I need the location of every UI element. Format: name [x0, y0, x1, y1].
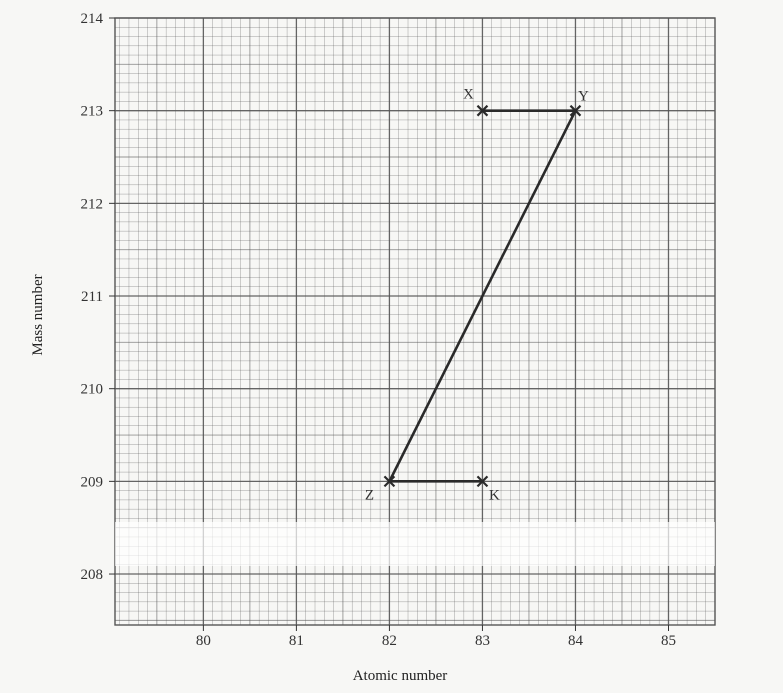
point-marker-K: [476, 475, 489, 488]
y-tick-label: 212: [81, 196, 104, 212]
y-axis-label: Mass number: [30, 274, 46, 355]
y-tick-label: 211: [81, 289, 103, 305]
point-label-Z: Z: [365, 487, 374, 503]
x-tick-label: 83: [475, 633, 490, 649]
point-label-X: X: [463, 87, 474, 103]
x-tick-label: 85: [661, 633, 676, 649]
data-marks: X Y Z K: [365, 87, 589, 504]
x-axis-label: Atomic number: [353, 668, 448, 684]
x-tick-label: 81: [289, 633, 304, 649]
x-tick-label: 84: [568, 633, 584, 649]
point-label-K: K: [489, 487, 500, 503]
y-tick-label: 213: [81, 104, 104, 120]
y-tick-label: 209: [81, 474, 104, 490]
x-tick-label: 82: [382, 633, 397, 649]
point-marker-X: [476, 104, 489, 117]
y-tick-label: 210: [81, 382, 104, 398]
segment-Y-Z: [388, 110, 577, 482]
point-label-Y: Y: [578, 89, 589, 105]
y-tick-label: 214: [81, 11, 104, 27]
point-marker-Y: [569, 104, 582, 117]
watermark-band: [115, 522, 715, 566]
point-marker-Z: [383, 475, 396, 488]
x-tick-label: 80: [196, 633, 211, 649]
y-tick-label: 208: [81, 567, 104, 583]
tick-labels: 80 81 82 83 84 85 208 209 210 211 212 213 214: [81, 11, 676, 649]
